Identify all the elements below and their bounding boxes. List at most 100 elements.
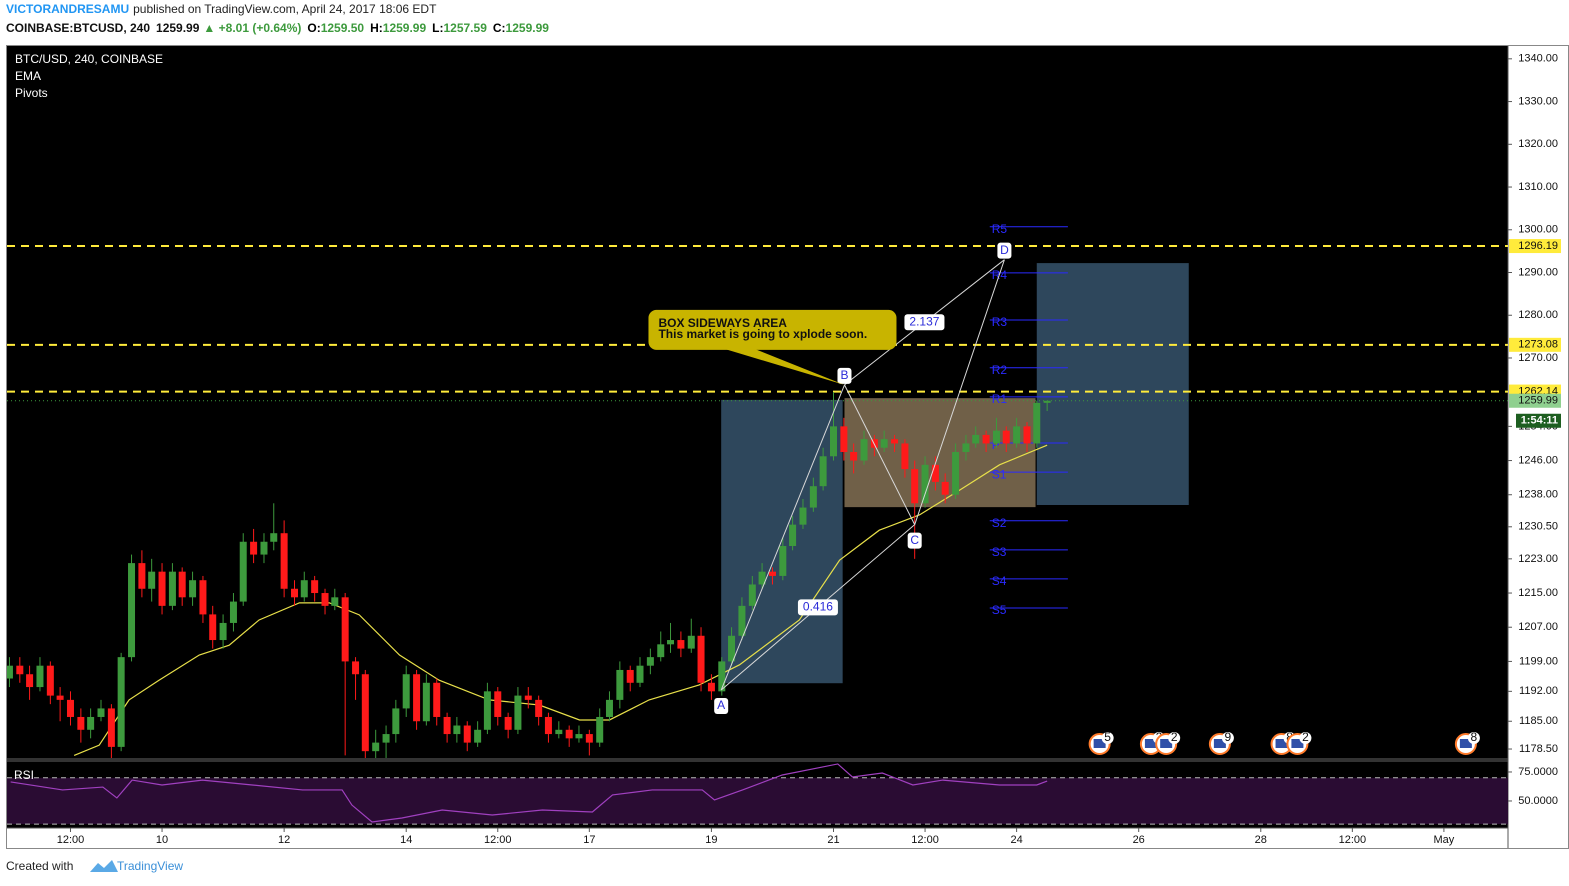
candle-body: [178, 571, 186, 598]
candle-body: [331, 597, 339, 606]
event-flag: [1093, 739, 1106, 748]
candle-body: [931, 464, 939, 482]
candle-body: [219, 622, 227, 641]
candle-body: [809, 486, 817, 508]
h-label: H:: [370, 21, 383, 35]
rsi-plot: [7, 763, 1508, 825]
y-tick-label: 1207.00: [1518, 621, 1558, 633]
candle-body: [1033, 402, 1041, 444]
candle-body: [758, 571, 766, 585]
candle-body: [891, 439, 899, 444]
pivot-label: S3: [992, 545, 1007, 559]
candle-body: [748, 584, 756, 606]
candle-body: [718, 661, 726, 692]
event-count: 2: [1171, 730, 1178, 744]
event-count: 9: [1225, 730, 1232, 744]
y-tick-label: 1270.00: [1518, 352, 1558, 364]
y-tick-label: 1199.00: [1519, 655, 1558, 667]
candle-body: [382, 734, 390, 743]
drawn-box: [844, 398, 1036, 508]
candle-body: [77, 716, 85, 730]
x-tick-label: 26: [1133, 834, 1145, 846]
candle-body: [372, 742, 380, 752]
candle-body: [779, 546, 787, 576]
candle-body: [128, 563, 136, 658]
candle-body: [1043, 400, 1051, 403]
x-tick-label: 17: [583, 834, 595, 846]
candle-body: [260, 541, 268, 555]
y-tick-label: 1230.50: [1518, 521, 1558, 533]
level-label-bg: [1509, 239, 1561, 254]
pattern-leg: [914, 259, 1005, 525]
candle-body: [107, 708, 115, 747]
candle-body: [433, 682, 441, 717]
x-tick-label: 24: [1010, 834, 1022, 846]
candle-body: [565, 729, 573, 739]
x-tick-label: 21: [827, 834, 839, 846]
candle-body: [657, 644, 665, 658]
candle-body: [56, 695, 64, 700]
y-tick-label: 1185.00: [1519, 715, 1558, 727]
candle-body: [738, 605, 746, 636]
candle-body: [616, 669, 624, 700]
candle-body: [850, 452, 858, 461]
candle-body: [148, 571, 156, 589]
candle-body: [158, 571, 166, 606]
candle-body: [768, 571, 776, 576]
event-badge: [1168, 732, 1181, 744]
candle-body: [962, 443, 970, 453]
footer-created: Created with: [6, 859, 73, 873]
y-tick-label: 1223.00: [1518, 553, 1558, 565]
y-tick-label: 1215.00: [1518, 587, 1558, 599]
pivot-label: S4: [992, 574, 1007, 588]
ratio-bg: [797, 599, 838, 616]
level-label: 1296.19: [1518, 240, 1558, 252]
o-label: O:: [307, 21, 320, 35]
y-tick-label: 1192.00: [1519, 685, 1558, 697]
candle-body: [596, 716, 604, 743]
price-axis: [1508, 46, 1569, 828]
candle-body: [239, 541, 247, 602]
event-badge: [1101, 732, 1114, 744]
candle-body: [707, 682, 715, 692]
event-flag: [1144, 739, 1157, 748]
y-tick-label: 1238.00: [1518, 489, 1558, 501]
last-price-bg: [1509, 393, 1561, 408]
pivot-label: S2: [992, 516, 1007, 530]
legend-rsi: RSI: [14, 768, 34, 782]
pivot-label: R5: [992, 222, 1008, 236]
point-label: A: [717, 698, 725, 712]
ratio-bg: [904, 314, 945, 331]
y-tick-label: 1340.00: [1518, 53, 1558, 65]
candle-body: [789, 524, 797, 547]
last-price-label: 1259.99: [1518, 395, 1558, 407]
symbol: COINBASE:BTCUSD, 240: [6, 21, 150, 35]
pivot-label: R2: [992, 363, 1008, 377]
candle-body: [280, 533, 288, 589]
pattern-leg: [720, 384, 845, 691]
candle-body: [1013, 426, 1021, 444]
x-tick-label: 12:00: [57, 834, 85, 846]
candle-body: [840, 426, 848, 453]
ema-line: [73, 444, 1048, 756]
author[interactable]: VICTORANDRESAMU: [6, 2, 129, 16]
candle-body: [321, 593, 329, 606]
candle-body: [463, 725, 471, 743]
candle-body: [66, 699, 74, 717]
callout-text: This market is going to xplode soon.: [658, 327, 867, 341]
y-tick-label: 1310.00: [1518, 181, 1558, 193]
pivot-label: S5: [992, 603, 1007, 617]
pivot-label: R1: [992, 392, 1008, 406]
rsi-y-tick-label: 75.0000: [1518, 766, 1558, 778]
published: published on TradingView.com, April 24, …: [133, 2, 437, 16]
candle-body: [300, 580, 308, 598]
candle-body: [829, 426, 837, 457]
y-tick-label: 1280.00: [1518, 309, 1558, 321]
candle-body: [87, 716, 95, 730]
event-count: 8: [1471, 730, 1478, 744]
candle-body: [168, 571, 176, 606]
rsi-y-tick-label: 50.0000: [1518, 795, 1558, 807]
footer-brand[interactable]: TradingView: [117, 859, 183, 873]
countdown: 1:54:11: [1521, 415, 1558, 427]
